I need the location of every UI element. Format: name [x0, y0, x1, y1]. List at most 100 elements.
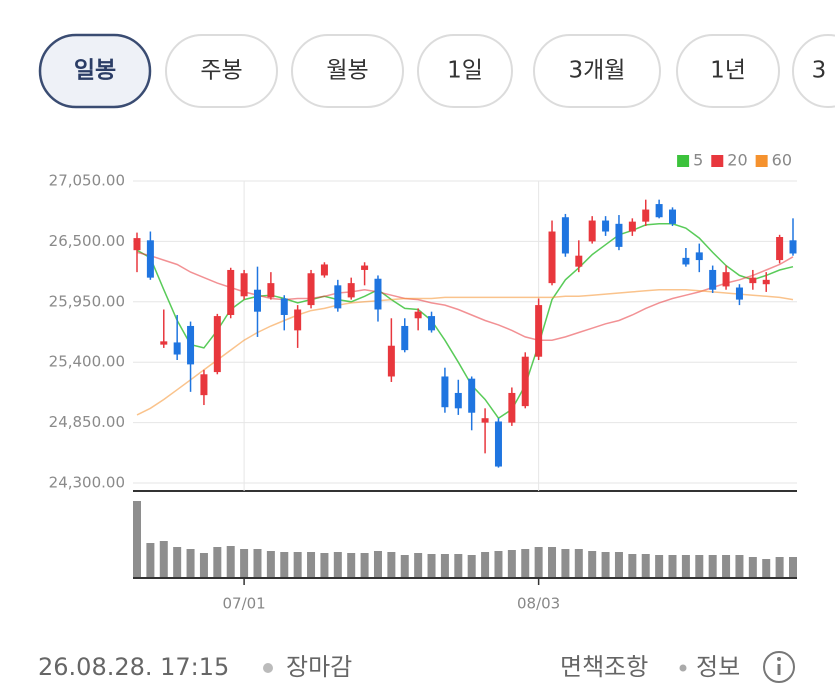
volume-bar	[614, 552, 623, 577]
volume-bar	[481, 552, 490, 577]
volume-bar	[668, 555, 677, 577]
volume-bar	[427, 554, 436, 577]
volume-bar	[588, 551, 597, 577]
tab[interactable]: 1일	[417, 34, 513, 108]
candle-body	[320, 264, 328, 276]
legend-swatch	[711, 155, 724, 167]
tab[interactable]: 일봉	[38, 33, 152, 109]
volume-bar	[695, 555, 704, 577]
tab-label[interactable]: 월봉	[326, 58, 368, 84]
volume-bar	[360, 553, 369, 577]
tab-label[interactable]: 일봉	[74, 58, 116, 84]
volume-bar	[641, 554, 650, 577]
info-icon-dot	[777, 657, 781, 661]
volume-bar	[159, 541, 168, 577]
volume-bar	[133, 501, 141, 577]
candle-body	[776, 237, 784, 261]
tab-label[interactable]: 주봉	[200, 58, 242, 84]
candle-body	[160, 341, 168, 345]
y-tick-label: 25,400.00	[49, 353, 125, 371]
volume-bar	[681, 555, 690, 577]
volume-bar	[199, 553, 208, 577]
candle-body	[615, 223, 623, 247]
tab-label[interactable]: 1년	[710, 58, 746, 84]
disclaimer-link[interactable]: 면책조항	[560, 653, 648, 681]
volume-bar	[213, 547, 222, 577]
candle-body	[267, 283, 275, 298]
volume-bar	[146, 543, 155, 577]
candle-body	[655, 204, 663, 218]
tab-pill[interactable]	[533, 34, 661, 108]
tab-label[interactable]: 3개월	[569, 58, 626, 84]
tab-pill[interactable]	[792, 34, 835, 108]
volume-bar	[655, 555, 664, 577]
candle-body	[735, 287, 743, 300]
candle-body	[695, 252, 703, 261]
tab[interactable]: 1년	[676, 34, 780, 108]
info-icon[interactable]	[763, 651, 795, 683]
tab-pill[interactable]	[676, 34, 780, 108]
candle-body	[709, 269, 717, 290]
candle-body	[548, 231, 556, 284]
tab[interactable]: 월봉	[291, 34, 404, 108]
volume-bar	[266, 551, 275, 577]
candle-body	[575, 255, 583, 267]
moving-average-line	[136, 223, 794, 420]
tab-label[interactable]: 3	[812, 58, 827, 84]
y-tick-label: 26,500.00	[49, 232, 125, 250]
tab[interactable]: 3	[792, 34, 835, 108]
tab[interactable]: 3개월	[533, 34, 661, 108]
tab-pill[interactable]	[417, 34, 513, 108]
volume-bar	[280, 552, 289, 577]
volume-bar	[307, 552, 316, 577]
candle-body	[361, 265, 369, 270]
candle-body	[401, 325, 409, 351]
candle-body	[561, 217, 569, 254]
legend-label: 60	[772, 151, 792, 170]
info-link[interactable]: 정보	[696, 653, 740, 681]
volume-bar	[293, 552, 302, 577]
volume-bar	[708, 555, 717, 577]
candle-body	[227, 269, 235, 315]
candle-body	[414, 311, 422, 319]
volume-bar	[601, 552, 610, 577]
market-status: 장마감	[286, 653, 352, 681]
volume-bar	[414, 553, 423, 577]
candle-body	[374, 278, 382, 310]
volume-bar	[574, 549, 583, 577]
volume-bar	[762, 559, 771, 577]
volume-bar	[320, 553, 329, 577]
candle-body	[602, 220, 610, 232]
volume-bar	[226, 546, 235, 577]
candle-body	[280, 298, 288, 315]
candle-body	[481, 418, 489, 423]
candle-body	[789, 240, 797, 254]
candle-body	[387, 345, 395, 377]
volume-bar	[347, 553, 356, 577]
candle-body	[187, 325, 195, 365]
candle-body	[628, 221, 636, 232]
stock-chart: 24,300.00 24,850.00 25,400.00 25,950.00 26,5…	[49, 151, 797, 613]
candle-body	[588, 220, 596, 242]
tab-label[interactable]: 1일	[447, 58, 483, 84]
candle-body	[669, 209, 677, 224]
volume-bar	[333, 552, 342, 577]
tab-pill[interactable]	[165, 34, 278, 108]
separator-dot	[263, 663, 273, 673]
candle-body	[441, 376, 449, 408]
legend-label: 20	[727, 151, 747, 170]
candle-body	[428, 316, 436, 331]
x-tick-label: 08/03	[517, 595, 560, 613]
tab[interactable]: 주봉	[165, 34, 278, 108]
candle-body	[133, 238, 141, 251]
tab-pill[interactable]	[38, 33, 152, 109]
y-tick-label: 24,850.00	[49, 413, 125, 431]
volume-bar	[521, 549, 530, 577]
candle-body	[253, 289, 261, 312]
volume-bar	[400, 555, 409, 577]
tab-pill[interactable]	[291, 34, 404, 108]
candle-body	[173, 342, 181, 355]
legend-label: 5	[693, 151, 703, 170]
